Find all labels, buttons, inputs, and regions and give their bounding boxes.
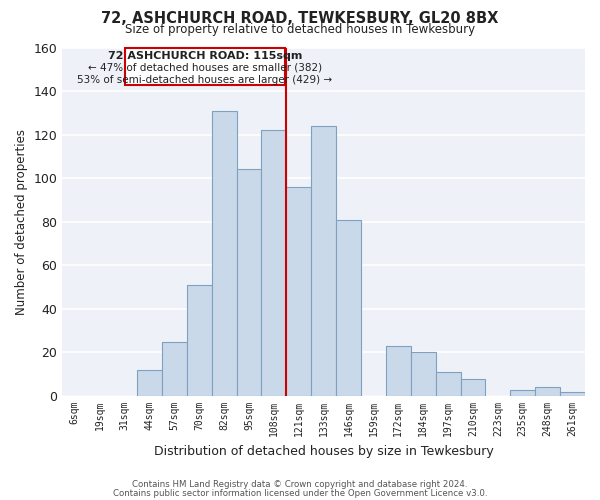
- FancyBboxPatch shape: [125, 48, 285, 84]
- Bar: [137, 370, 162, 396]
- Bar: [411, 352, 436, 396]
- Bar: [311, 126, 336, 396]
- Bar: [286, 187, 311, 396]
- Bar: [212, 110, 236, 396]
- Bar: [262, 130, 286, 396]
- Text: Contains HM Land Registry data © Crown copyright and database right 2024.: Contains HM Land Registry data © Crown c…: [132, 480, 468, 489]
- Bar: [461, 378, 485, 396]
- Text: Size of property relative to detached houses in Tewkesbury: Size of property relative to detached ho…: [125, 24, 475, 36]
- Bar: [511, 390, 535, 396]
- Bar: [535, 388, 560, 396]
- Bar: [436, 372, 461, 396]
- Text: Contains public sector information licensed under the Open Government Licence v3: Contains public sector information licen…: [113, 488, 487, 498]
- Text: ← 47% of detached houses are smaller (382): ← 47% of detached houses are smaller (38…: [88, 62, 322, 72]
- Text: 72, ASHCHURCH ROAD, TEWKESBURY, GL20 8BX: 72, ASHCHURCH ROAD, TEWKESBURY, GL20 8BX: [101, 11, 499, 26]
- Bar: [236, 170, 262, 396]
- Text: 72 ASHCHURCH ROAD: 115sqm: 72 ASHCHURCH ROAD: 115sqm: [107, 51, 302, 61]
- Bar: [386, 346, 411, 396]
- Bar: [187, 285, 212, 396]
- Y-axis label: Number of detached properties: Number of detached properties: [15, 129, 28, 315]
- Bar: [162, 342, 187, 396]
- Text: 53% of semi-detached houses are larger (429) →: 53% of semi-detached houses are larger (…: [77, 74, 332, 85]
- Bar: [560, 392, 585, 396]
- Bar: [336, 220, 361, 396]
- X-axis label: Distribution of detached houses by size in Tewkesbury: Distribution of detached houses by size …: [154, 444, 494, 458]
